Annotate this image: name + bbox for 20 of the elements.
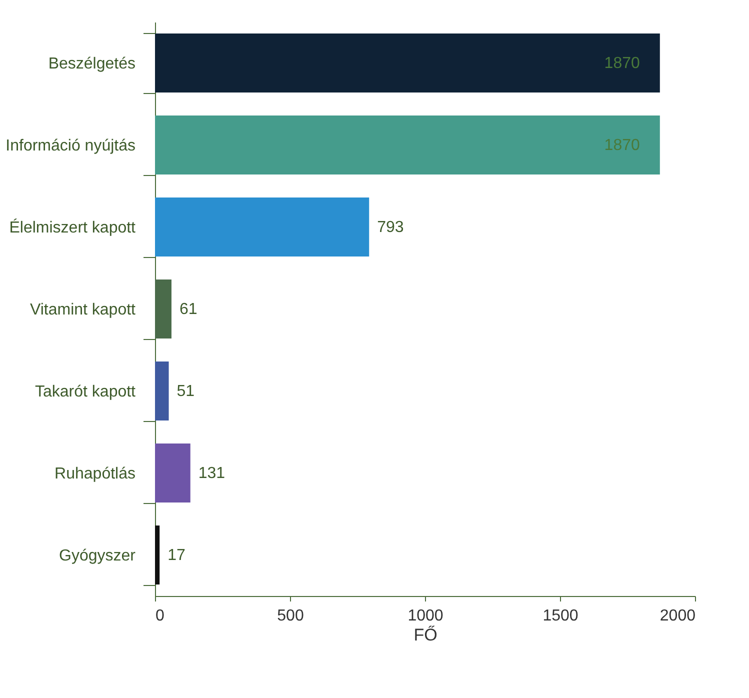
x-tick-label: 2000 [660,608,696,624]
data-label: 1870 [604,55,640,72]
y-tick-label: Információ nyújtás [6,138,136,154]
data-label: 61 [179,301,198,318]
y-tick-label: Vitamint kapott [30,302,136,318]
data-label: 793 [377,219,404,236]
x-tick-label: 0 [156,608,164,624]
data-label: 51 [176,383,195,400]
x-tick-label: 1500 [542,608,578,624]
y-tick-label: Beszélgetés [48,56,136,72]
y-tick-label: Élelmiszert kapott [9,218,136,236]
data-label: 1870 [604,137,640,154]
y-tick-label: Gyógyszer [59,548,136,564]
y-tick-label: Takarót kapott [35,384,136,400]
x-tick-label: 1000 [408,608,444,624]
data-label: 17 [168,547,186,564]
x-axis-title: FŐ [414,626,438,644]
data-label: 131 [198,465,226,482]
x-tick-label: 500 [277,608,304,624]
y-tick-label: Ruhapótlás [54,466,136,482]
